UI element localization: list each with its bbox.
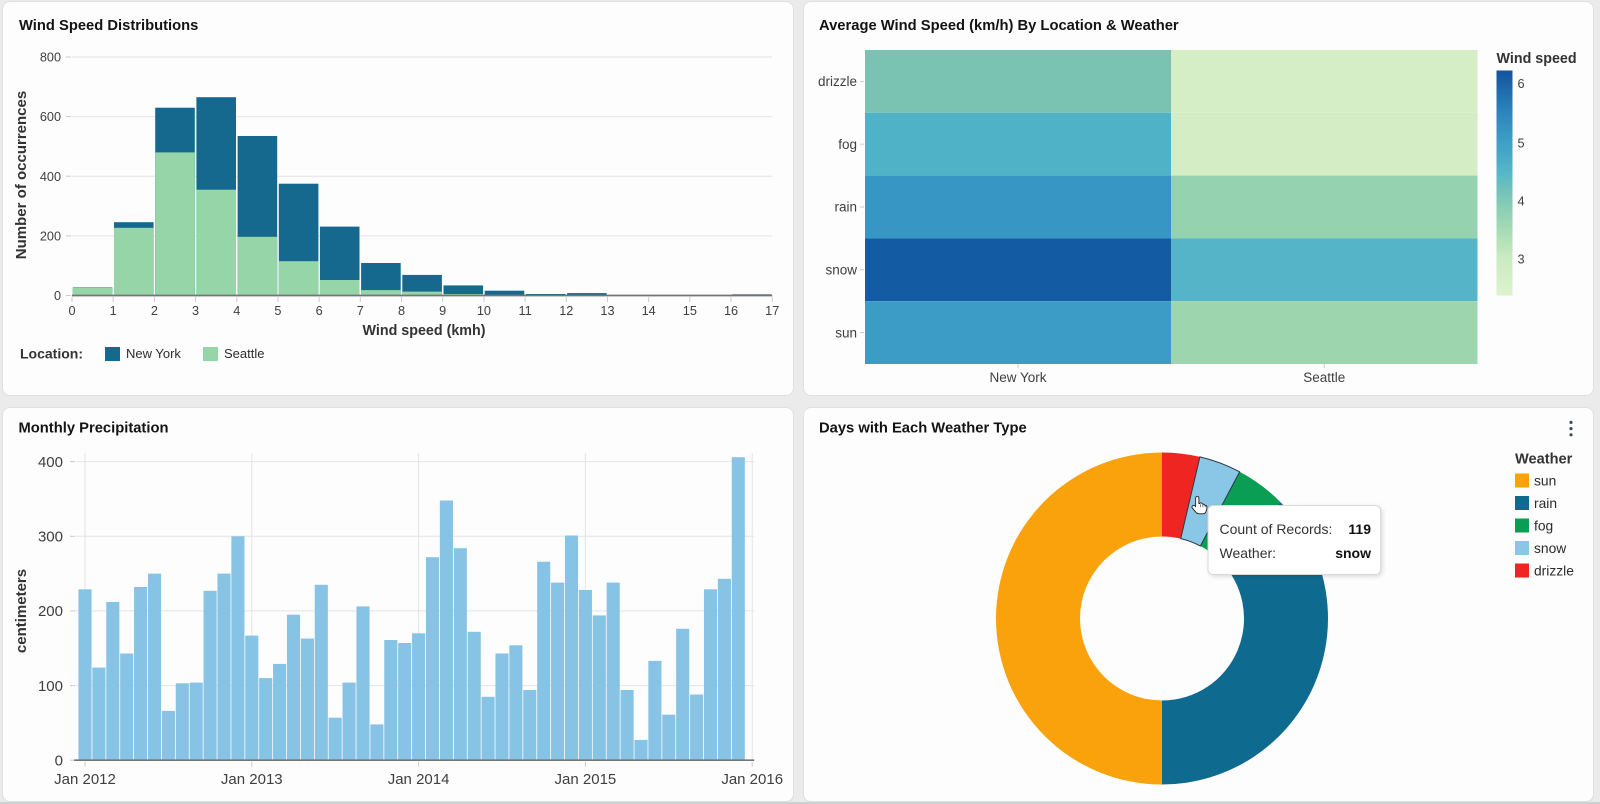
svg-text:300: 300 (38, 529, 63, 546)
svg-text:8: 8 (398, 304, 405, 318)
svg-text:119: 119 (1348, 521, 1371, 537)
svg-text:600: 600 (40, 110, 61, 124)
svg-text:5: 5 (1518, 136, 1525, 150)
svg-text:15: 15 (683, 304, 697, 318)
svg-text:10: 10 (477, 304, 491, 318)
svg-text:400: 400 (38, 454, 63, 471)
svg-text:0: 0 (54, 289, 61, 303)
svg-text:9: 9 (439, 304, 446, 318)
svg-text:100: 100 (38, 678, 63, 695)
svg-text:Weather:: Weather: (1220, 545, 1277, 561)
svg-text:rain: rain (1534, 496, 1557, 511)
svg-text:5: 5 (274, 304, 281, 318)
svg-text:Days with Each Weather Type: Days with Each Weather Type (819, 421, 1027, 437)
svg-text:200: 200 (38, 603, 63, 620)
svg-text:Jan 2014: Jan 2014 (388, 771, 450, 788)
svg-text:snow: snow (1534, 541, 1566, 556)
svg-text:Seattle: Seattle (224, 346, 264, 361)
svg-text:drizzle: drizzle (818, 74, 857, 89)
svg-text:New York: New York (989, 370, 1046, 385)
svg-text:rain: rain (834, 200, 857, 215)
svg-text:Wind speed (kmh): Wind speed (kmh) (363, 323, 486, 339)
svg-text:Number of occurrences: Number of occurrences (13, 91, 30, 259)
svg-text:sun: sun (835, 325, 857, 340)
svg-text:snow: snow (1335, 545, 1371, 561)
svg-text:6: 6 (316, 304, 323, 318)
svg-text:Jan 2015: Jan 2015 (555, 771, 617, 788)
svg-text:snow: snow (825, 263, 857, 278)
svg-text:Location:: Location: (20, 346, 83, 362)
svg-text:200: 200 (40, 229, 61, 243)
svg-text:Jan 2013: Jan 2013 (221, 771, 283, 788)
svg-text:Average Wind Speed (km/h) By L: Average Wind Speed (km/h) By Location & … (819, 18, 1179, 34)
svg-text:sun: sun (1534, 473, 1556, 488)
svg-text:0: 0 (55, 753, 63, 770)
svg-text:Jan 2016: Jan 2016 (721, 771, 783, 788)
svg-text:11: 11 (519, 304, 532, 318)
svg-text:Wind speed: Wind speed (1497, 51, 1577, 67)
svg-text:0: 0 (68, 304, 75, 318)
svg-text:17: 17 (765, 304, 779, 318)
svg-text:6: 6 (1518, 77, 1525, 91)
svg-text:16: 16 (724, 304, 738, 318)
svg-text:400: 400 (40, 170, 61, 184)
svg-text:Wind Speed Distributions: Wind Speed Distributions (19, 18, 198, 34)
svg-text:3: 3 (192, 304, 199, 318)
svg-text:800: 800 (40, 51, 61, 65)
svg-text:2: 2 (151, 304, 158, 318)
svg-text:13: 13 (600, 304, 614, 318)
svg-text:12: 12 (559, 304, 573, 318)
svg-text:1: 1 (110, 304, 117, 318)
svg-text:14: 14 (642, 304, 656, 318)
svg-text:fog: fog (1534, 518, 1553, 533)
svg-text:Jan 2012: Jan 2012 (54, 771, 116, 788)
svg-text:fog: fog (838, 137, 857, 152)
svg-text:4: 4 (233, 304, 240, 318)
svg-text:3: 3 (1518, 253, 1525, 267)
svg-text:Seattle: Seattle (1303, 370, 1345, 385)
svg-text:7: 7 (357, 304, 364, 318)
svg-text:Count of Records:: Count of Records: (1220, 521, 1333, 537)
svg-text:Monthly Precipitation: Monthly Precipitation (19, 421, 169, 437)
svg-text:New York: New York (126, 346, 181, 361)
svg-text:Weather: Weather (1515, 452, 1573, 468)
svg-text:drizzle: drizzle (1534, 563, 1574, 578)
svg-text:centimeters: centimeters (13, 569, 30, 653)
svg-text:4: 4 (1518, 195, 1525, 209)
